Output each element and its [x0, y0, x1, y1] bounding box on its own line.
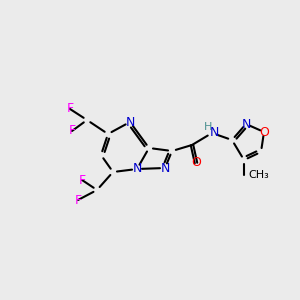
- Text: F: F: [78, 173, 85, 187]
- Text: O: O: [191, 157, 201, 169]
- Text: F: F: [66, 103, 74, 116]
- Text: CH₃: CH₃: [248, 170, 269, 180]
- Text: H: H: [204, 122, 212, 132]
- Text: F: F: [68, 124, 76, 137]
- Text: N: N: [209, 127, 219, 140]
- Text: O: O: [259, 125, 269, 139]
- Text: N: N: [132, 163, 142, 176]
- Text: N: N: [241, 118, 251, 130]
- Text: F: F: [74, 194, 82, 206]
- Text: N: N: [125, 116, 135, 128]
- Text: N: N: [160, 161, 170, 175]
